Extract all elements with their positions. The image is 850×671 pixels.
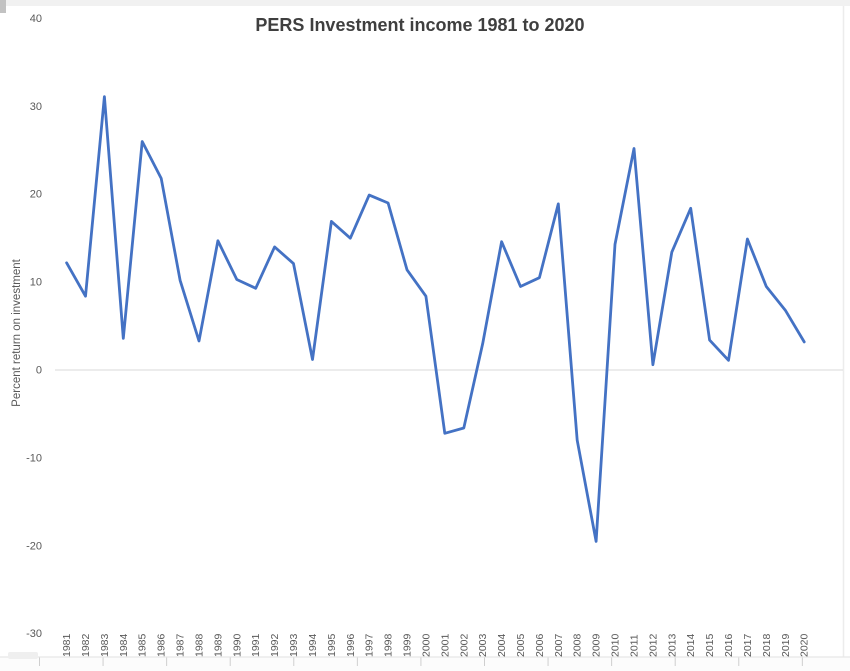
x-axis-year-label: 1999 <box>402 633 414 657</box>
investment-return-line-series <box>65 95 806 543</box>
x-axis-year-label: 1984 <box>118 633 130 657</box>
x-axis-year-label: 2016 <box>723 633 735 657</box>
x-axis-year-label: 2012 <box>647 633 659 657</box>
y-axis-tick-label: 10 <box>30 277 42 289</box>
x-axis-year-label: 1996 <box>345 633 357 657</box>
window-corner-artifact <box>0 0 6 13</box>
x-axis-year-label: 2017 <box>742 633 754 657</box>
x-axis-year-label: 2010 <box>610 633 622 657</box>
x-axis-year-label: 1981 <box>61 633 73 657</box>
x-axis-year-label: 1992 <box>269 633 281 657</box>
x-axis-year-label: 2011 <box>628 634 640 657</box>
y-axis-tick-label: 40 <box>30 13 42 25</box>
x-axis-year-label: 2000 <box>420 633 432 657</box>
x-axis-year-label: 1988 <box>193 633 205 657</box>
x-axis-year-label: 1997 <box>364 633 376 657</box>
y-axis-tick-label: 30 <box>30 101 42 113</box>
y-axis-tick-label: -10 <box>26 452 42 464</box>
x-axis-year-label: 1986 <box>156 633 168 657</box>
x-axis-year-label: 1998 <box>383 633 395 657</box>
x-axis-year-label: 1994 <box>307 633 319 657</box>
x-axis-year-label: 2007 <box>553 633 565 657</box>
x-axis-year-label: 2014 <box>685 633 697 657</box>
y-axis-tick-label: -30 <box>26 628 42 640</box>
x-axis-year-label: 1987 <box>175 633 187 657</box>
x-axis-year-label: 2013 <box>666 633 678 657</box>
x-axis-year-label: 2005 <box>515 633 527 657</box>
chart-title: PERS Investment income 1981 to 2020 <box>255 15 584 35</box>
x-axis-year-label: 2015 <box>704 633 716 657</box>
spreadsheet-column-ticks <box>39 657 803 666</box>
y-axis-tick-label: 20 <box>30 189 42 201</box>
x-axis-year-label: 2001 <box>439 633 451 657</box>
x-axis-year-label: 1995 <box>326 633 338 657</box>
x-axis-year-label: 2003 <box>477 633 489 657</box>
x-axis-year-label: 2004 <box>496 633 508 657</box>
x-axis-year-label: 2002 <box>458 633 470 657</box>
x-axis-year-label: 1983 <box>99 633 111 657</box>
x-axis-year-label: 2020 <box>799 633 811 657</box>
y-axis-title: Percent return on investment <box>11 258 23 406</box>
x-axis-year-label: 1982 <box>80 633 92 657</box>
x-axis-year-label: 2008 <box>572 633 584 657</box>
x-axis-year-label: 1985 <box>137 633 149 657</box>
x-axis-year-label: 1991 <box>250 633 262 657</box>
top-edge-strip <box>0 0 850 6</box>
y-axis-tick-label: 0 <box>36 365 42 377</box>
series-group <box>65 95 806 543</box>
x-axis-year-label: 2009 <box>591 633 603 657</box>
x-axis-year-labels: 1981 1982 1983 1984 1985 1986 1987 1988 1989 1990… <box>61 633 811 657</box>
x-axis-year-label: 1989 <box>212 633 224 657</box>
x-axis-year-label: 1990 <box>231 633 243 657</box>
spreadsheet-row-background <box>0 657 850 671</box>
x-axis-year-label: 2019 <box>780 633 792 657</box>
x-axis-year-label: 2006 <box>534 633 546 657</box>
x-axis-year-label: 2018 <box>761 633 773 657</box>
y-axis-tick-labels: 40 30 20 10 0 -10 -20 -30 <box>26 13 42 640</box>
x-axis-year-label: 1993 <box>288 633 300 657</box>
spreadsheet-cell-artifact <box>8 652 38 659</box>
y-axis-tick-label: -20 <box>26 540 42 552</box>
